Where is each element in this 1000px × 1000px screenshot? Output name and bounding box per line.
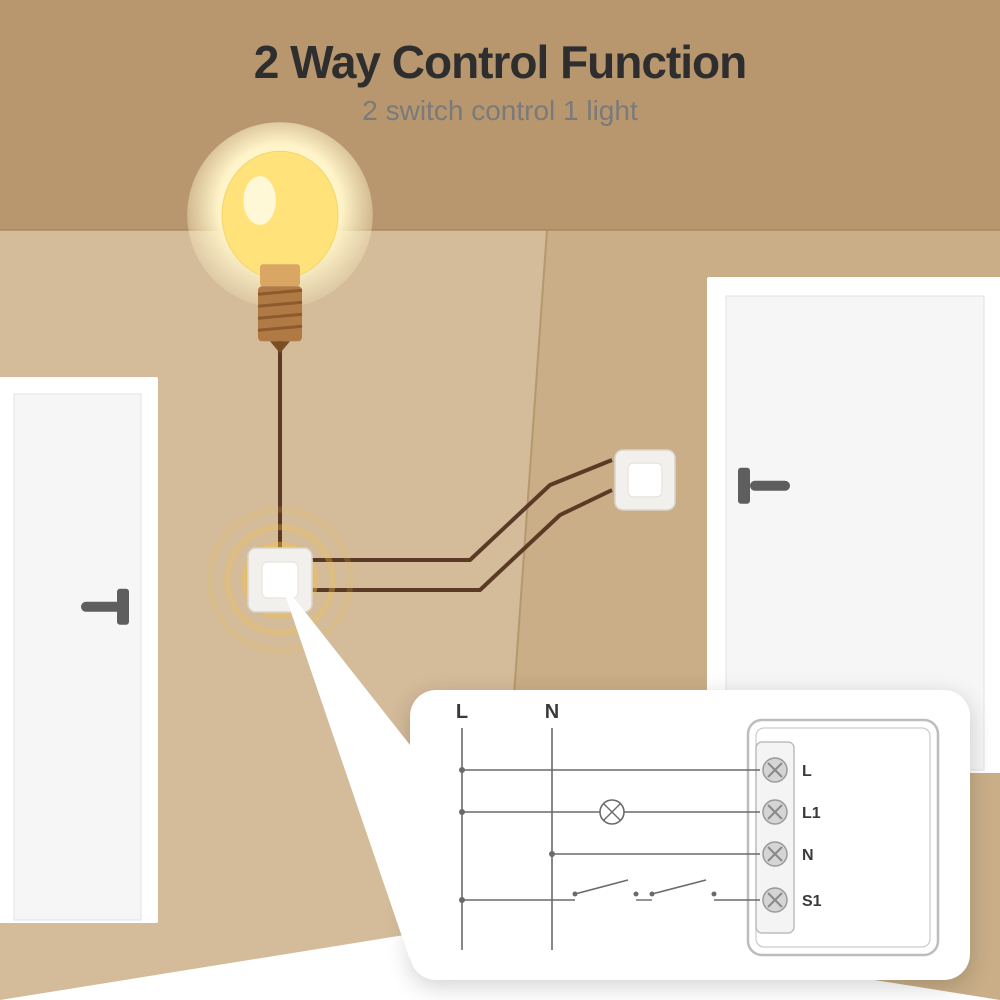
- terminal-label: L1: [802, 805, 821, 822]
- bus-label: N: [545, 701, 559, 723]
- bus-label: L: [456, 701, 468, 723]
- page-subtitle: 2 switch control 1 light: [0, 95, 1000, 127]
- terminal-label: S1: [802, 893, 822, 910]
- terminal-label: L: [802, 763, 812, 780]
- wall-switch-right: [615, 450, 675, 510]
- page-title: 2 Way Control Function: [0, 35, 1000, 89]
- wall-switch-left: [248, 548, 312, 612]
- terminal-label: N: [802, 847, 814, 864]
- switch-symbol: [575, 880, 628, 894]
- door-left: [0, 377, 158, 923]
- switch-symbol: [652, 880, 706, 894]
- wiring-diagram-panel: L N L L1 N S1: [410, 690, 970, 980]
